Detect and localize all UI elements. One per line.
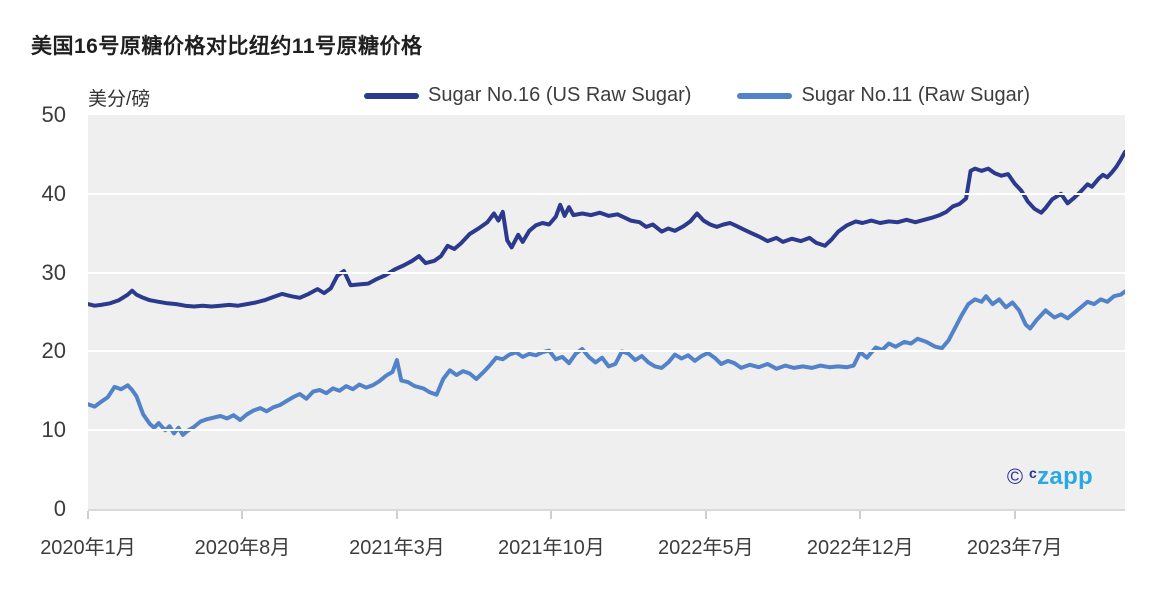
x-tick-mark bbox=[395, 511, 398, 519]
x-tick-mark bbox=[550, 511, 553, 519]
legend-item: Sugar No.16 (US Raw Sugar) bbox=[364, 84, 691, 107]
legend-swatch bbox=[364, 92, 419, 99]
plot-area: © czapp bbox=[88, 115, 1125, 511]
legend: Sugar No.16 (US Raw Sugar) Sugar No.11 (R… bbox=[364, 84, 1030, 107]
gridline bbox=[88, 429, 1125, 432]
gridline bbox=[88, 350, 1125, 353]
x-tick-mark bbox=[859, 511, 862, 519]
chart-title: 美国16号原糖价格对比纽约11号原糖价格 bbox=[31, 35, 423, 58]
series-line-no16 bbox=[88, 150, 1125, 309]
y-tick-label: 10 bbox=[41, 417, 66, 443]
y-tick-label: 0 bbox=[53, 496, 66, 521]
x-tick-mark bbox=[241, 511, 244, 519]
x-tick-mark bbox=[87, 511, 89, 519]
legend-label: Sugar No.16 (US Raw Sugar) bbox=[428, 84, 692, 106]
gridline bbox=[88, 192, 1125, 195]
watermark-name: zapp bbox=[1037, 463, 1093, 490]
x-tick-mark bbox=[704, 511, 707, 519]
y-tick-label: 20 bbox=[41, 338, 66, 364]
watermark-czapp: © czapp bbox=[1007, 463, 1093, 491]
y-axis-unit-label: 美分/磅 bbox=[88, 89, 151, 110]
gridline bbox=[88, 271, 1125, 274]
legend-item: Sugar No.11 (Raw Sugar) bbox=[737, 84, 1030, 107]
watermark-wordmark: czapp bbox=[1029, 463, 1093, 491]
legend-swatch bbox=[737, 92, 793, 99]
copyright-icon: © bbox=[1006, 464, 1024, 489]
watermark-prefix: c bbox=[1029, 465, 1038, 481]
x-tick-label: 2021年3月 bbox=[349, 537, 445, 559]
x-tick-label: 2020年1月 bbox=[40, 537, 136, 559]
legend-label: Sugar No.11 (Raw Sugar) bbox=[801, 84, 1031, 106]
x-tick-label: 2021年10月 bbox=[497, 537, 605, 559]
x-tick-label: 2022年12月 bbox=[806, 537, 914, 559]
y-tick-label: 40 bbox=[41, 180, 66, 206]
x-tick-label: 2023年7月 bbox=[966, 537, 1063, 559]
series-line-no11 bbox=[88, 289, 1125, 437]
y-tick-label: 50 bbox=[41, 102, 66, 127]
y-tick-label: 30 bbox=[41, 259, 66, 285]
x-tick-mark bbox=[1013, 511, 1016, 519]
x-tick-label: 2022年5月 bbox=[657, 537, 754, 559]
series-svg bbox=[88, 150, 1125, 437]
x-tick-label: 2020年8月 bbox=[194, 537, 291, 559]
